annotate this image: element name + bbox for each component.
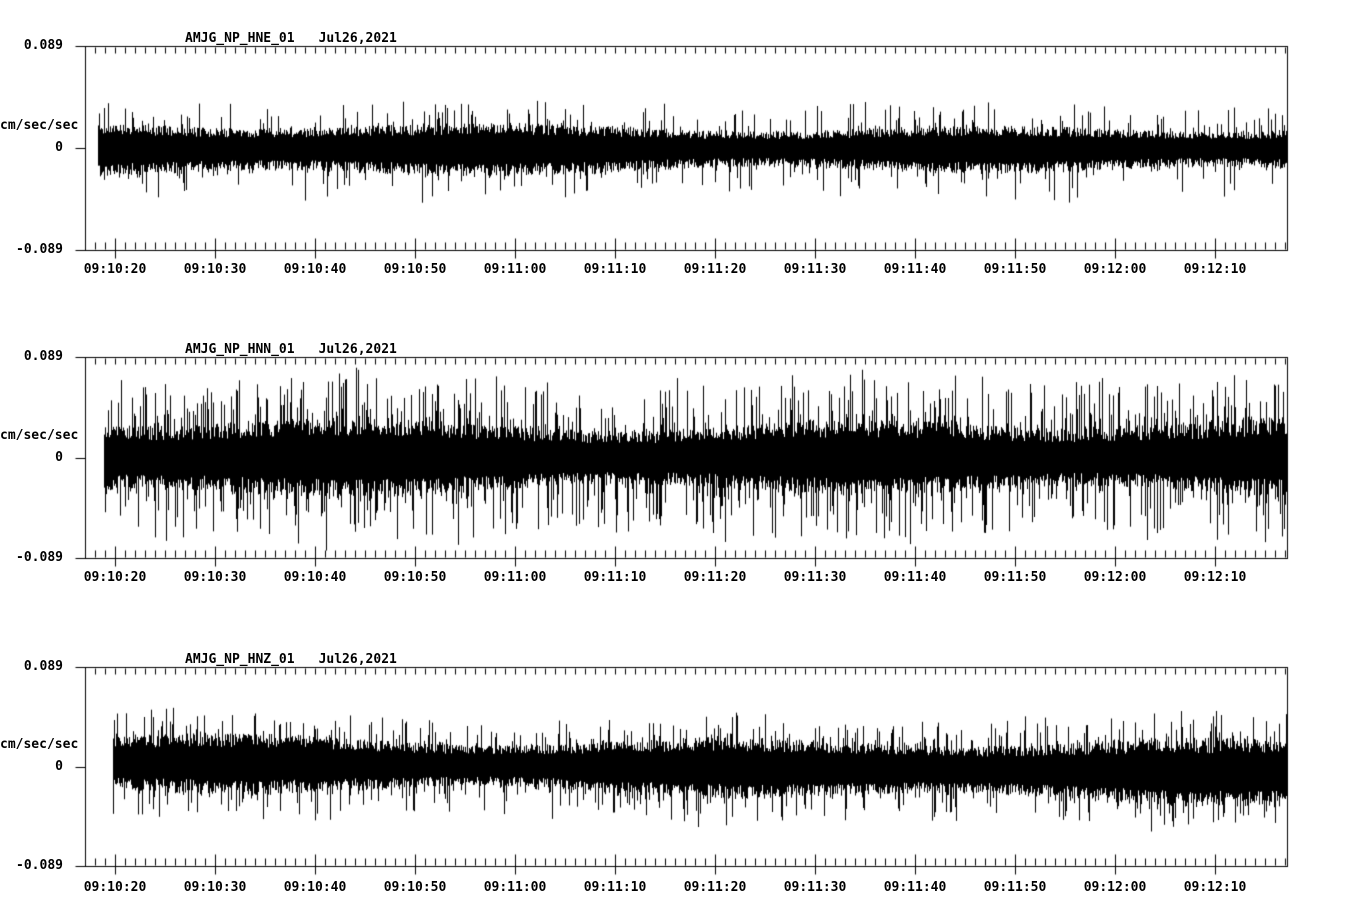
x-tick-label: 09:11:40 — [883, 880, 947, 895]
x-tick-label: 09:11:20 — [683, 570, 747, 585]
x-tick-label: 09:10:30 — [183, 570, 247, 585]
x-tick-label: 09:10:30 — [183, 880, 247, 895]
date-label: Jul26,2021 — [318, 652, 397, 667]
y-zero-label: 0 — [55, 759, 63, 774]
x-tick-label: 09:11:00 — [483, 570, 547, 585]
y-axis-unit-label: cm/sec/sec — [0, 428, 79, 443]
trace-title: AMJG_NP_HNN_01 Jul26,2021 — [185, 342, 397, 358]
x-tick-label: 09:12:10 — [1183, 570, 1247, 585]
station-label: AMJG_NP_HNN_01 — [185, 342, 295, 357]
x-tick-label: 09:10:20 — [83, 880, 147, 895]
x-tick-label: 09:12:10 — [1183, 262, 1247, 277]
trace-title: AMJG_NP_HNE_01 Jul26,2021 — [185, 31, 397, 47]
x-tick-label: 09:10:40 — [283, 570, 347, 585]
x-tick-label: 09:10:20 — [83, 570, 147, 585]
x-tick-label: 09:11:50 — [983, 262, 1047, 277]
trace-title: AMJG_NP_HNZ_01 Jul26,2021 — [185, 652, 397, 668]
x-tick-label: 09:11:10 — [583, 262, 647, 277]
x-tick-label: 09:12:00 — [1083, 880, 1147, 895]
x-tick-label: 09:11:30 — [783, 570, 847, 585]
x-tick-label: 09:11:30 — [783, 880, 847, 895]
x-tick-label: 09:10:20 — [83, 262, 147, 277]
x-tick-label: 09:11:50 — [983, 880, 1047, 895]
y-min-label: -0.089 — [16, 858, 63, 873]
y-zero-label: 0 — [55, 140, 63, 155]
x-tick-label: 09:10:40 — [283, 880, 347, 895]
y-axis-unit-label: cm/sec/sec — [0, 737, 79, 752]
x-tick-label: 09:12:00 — [1083, 570, 1147, 585]
x-tick-label: 09:10:40 — [283, 262, 347, 277]
date-label: Jul26,2021 — [318, 342, 397, 357]
station-label: AMJG_NP_HNZ_01 — [185, 652, 295, 667]
x-tick-label: 09:12:00 — [1083, 262, 1147, 277]
y-max-label: 0.089 — [23, 659, 63, 674]
x-tick-label: 09:11:20 — [683, 880, 747, 895]
x-tick-label: 09:11:50 — [983, 570, 1047, 585]
x-tick-label: 09:12:10 — [1183, 880, 1247, 895]
y-axis-unit-label: cm/sec/sec — [0, 118, 79, 133]
station-label: AMJG_NP_HNE_01 — [185, 31, 295, 46]
x-tick-label: 09:11:40 — [883, 570, 947, 585]
y-min-label: -0.089 — [16, 550, 63, 565]
x-tick-label: 09:11:10 — [583, 880, 647, 895]
x-tick-label: 09:11:40 — [883, 262, 947, 277]
x-tick-label: 09:10:30 — [183, 262, 247, 277]
x-tick-label: 09:10:50 — [383, 880, 447, 895]
x-tick-label: 09:11:00 — [483, 262, 547, 277]
x-tick-label: 09:10:50 — [383, 262, 447, 277]
y-zero-label: 0 — [55, 450, 63, 465]
y-max-label: 0.089 — [23, 38, 63, 53]
x-tick-label: 09:11:00 — [483, 880, 547, 895]
x-tick-label: 09:11:10 — [583, 570, 647, 585]
date-label: Jul26,2021 — [318, 31, 397, 46]
x-tick-label: 09:11:30 — [783, 262, 847, 277]
y-max-label: 0.089 — [23, 349, 63, 364]
x-tick-label: 09:10:50 — [383, 570, 447, 585]
x-tick-label: 09:11:20 — [683, 262, 747, 277]
y-min-label: -0.089 — [16, 242, 63, 257]
